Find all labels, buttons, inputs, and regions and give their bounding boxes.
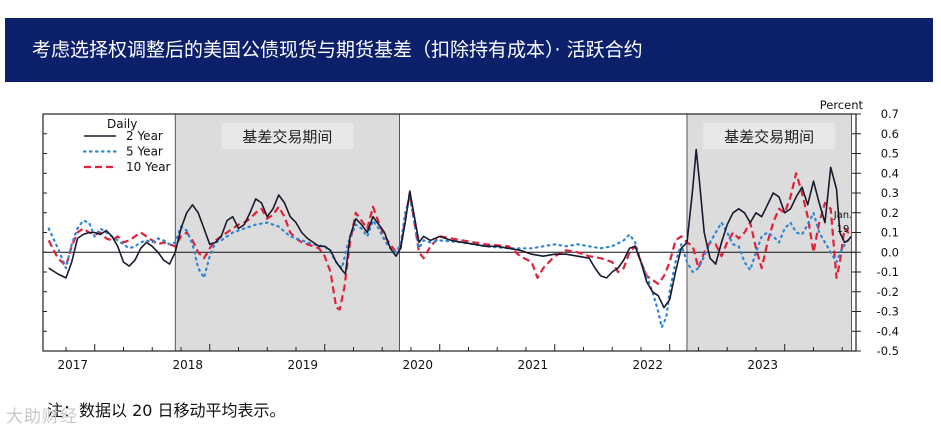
series-line-10-year [47, 172, 852, 311]
series-line-2-year [48, 148, 853, 309]
annotation-month: Jan. [833, 210, 853, 221]
y-tick-label: 0.6 [881, 127, 899, 141]
y-tick-label: -0.5 [877, 344, 899, 358]
region-label-box [703, 123, 836, 149]
region-label: 基差交易期间 [242, 128, 332, 146]
y-tick-label: -0.2 [877, 285, 899, 299]
y-tick-label: 0.7 [881, 107, 899, 121]
region-label: 基差交易期间 [724, 128, 814, 146]
y-tick-label: 0.5 [881, 147, 899, 161]
y-axis-label: Percent [820, 98, 864, 112]
chart-title: 考虑选择权调整后的美国公债现货与期货基差（扣除持有成本）· 活跃合约 [32, 39, 643, 61]
y-tick-label: 0.0 [881, 245, 899, 259]
legend-label: 10 Year [126, 160, 171, 174]
x-tick-label: 2022 [632, 358, 663, 372]
x-tick-label: 2023 [747, 358, 778, 372]
y-tick-label: -0.4 [877, 324, 899, 338]
region-label-box [221, 123, 354, 149]
x-tick-label: 2020 [402, 358, 433, 372]
legend-title: Daily [107, 117, 137, 131]
shaded-region [686, 113, 852, 352]
x-tick-label: 2018 [172, 358, 203, 372]
annotation-day: 19 [837, 224, 850, 235]
x-tick-label: 2021 [517, 358, 548, 372]
series-line-5-year [47, 195, 853, 329]
y-tick-label: 0.4 [881, 166, 899, 180]
watermark-logo: 大助财经 [6, 407, 78, 427]
y-tick-label: -0.1 [877, 265, 899, 279]
shaded-region [174, 113, 400, 352]
y-tick-label: -0.3 [877, 305, 899, 319]
x-tick-label: 2017 [57, 358, 88, 372]
y-tick-label: 0.1 [881, 226, 899, 240]
x-tick-label: 2019 [287, 358, 318, 372]
title-banner: 考虑选择权调整后的美国公债现货与期货基差（扣除持有成本）· 活跃合约 [5, 18, 933, 82]
legend-label: 5 Year [126, 145, 163, 159]
footnote: 注：数据以 20 日移动平均表示。 [47, 401, 286, 420]
y-tick-label: 0.2 [881, 206, 899, 220]
y-tick-label: 0.3 [881, 186, 899, 200]
legend-label: 2 Year [126, 129, 163, 143]
